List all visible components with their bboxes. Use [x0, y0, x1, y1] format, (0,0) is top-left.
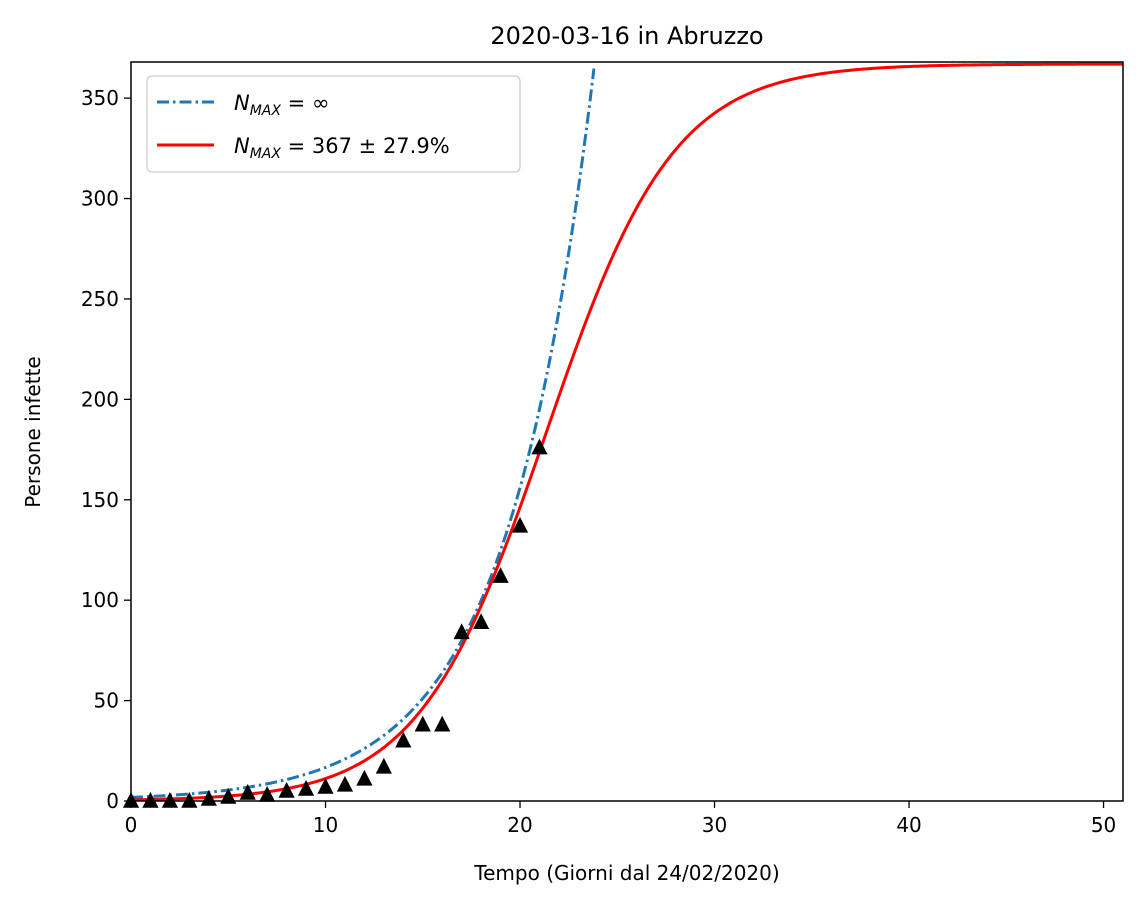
legend-entry-exponential-symbol: N — [234, 91, 250, 115]
data-points — [122, 438, 548, 808]
y-tick-label: 100 — [81, 588, 119, 612]
data-point — [278, 781, 295, 798]
data-point — [220, 787, 237, 804]
legend-entry-logistic: NMAX = 367 ± 27.9% — [234, 134, 450, 162]
legend-entry-logistic-value: = 367 ± 27.9% — [281, 134, 450, 158]
data-point — [297, 779, 315, 796]
data-point — [492, 567, 509, 583]
legend: NMAX = ∞ NMAX = 367 ± 27.9% — [146, 75, 521, 173]
x-axis-ticks: 0 10 20 30 40 50 — [125, 801, 1116, 837]
data-point — [161, 792, 179, 808]
legend-box — [146, 75, 521, 173]
y-tick-label: 150 — [81, 488, 119, 512]
series-line-exponential — [131, 68, 596, 799]
y-tick-label: 200 — [81, 387, 119, 411]
data-point — [142, 792, 159, 808]
y-tick-label: 0 — [106, 789, 119, 813]
data-point — [473, 613, 490, 630]
x-tick-label: 20 — [507, 813, 532, 837]
data-point — [356, 769, 373, 786]
data-point — [375, 757, 392, 774]
series-line-logistic — [131, 62, 1123, 801]
data-point — [414, 715, 431, 732]
y-tick-label: 300 — [81, 187, 119, 211]
x-tick-label: 50 — [1091, 813, 1116, 837]
x-tick-label: 30 — [702, 813, 727, 837]
data-point — [181, 792, 198, 808]
data-point — [395, 731, 412, 748]
data-point — [434, 715, 451, 732]
data-point — [259, 785, 276, 802]
data-point — [336, 775, 354, 792]
data-point — [453, 623, 470, 640]
legend-entry-logistic-subscript: MAX — [250, 146, 282, 162]
y-tick-label: 350 — [81, 86, 119, 110]
data-point — [200, 789, 217, 806]
x-tick-label: 10 — [313, 813, 338, 837]
y-axis-ticks: 0 50 100 150 200 250 300 350 — [81, 86, 131, 813]
data-point — [239, 783, 256, 800]
series-layer — [131, 62, 1123, 801]
x-tick-label: 40 — [896, 813, 921, 837]
data-point — [531, 438, 548, 455]
data-point — [317, 777, 334, 794]
plot-frame — [130, 61, 1124, 802]
x-tick-label: 0 — [125, 813, 138, 837]
chart-title: 2020-03-16 in Abruzzo — [490, 22, 763, 50]
legend-entry-exponential: NMAX = ∞ — [234, 91, 329, 119]
x-axis-label: Tempo (Giorni dal 24/02/2020) — [473, 861, 779, 885]
y-tick-label: 50 — [94, 689, 119, 713]
legend-entry-exponential-subscript: MAX — [250, 103, 282, 119]
legend-entry-exponential-value: = ∞ — [281, 91, 329, 115]
y-axis-label: Persone infette — [21, 356, 45, 507]
data-point — [511, 516, 529, 533]
y-tick-label: 250 — [81, 287, 119, 311]
legend-entry-logistic-symbol: N — [234, 134, 250, 158]
